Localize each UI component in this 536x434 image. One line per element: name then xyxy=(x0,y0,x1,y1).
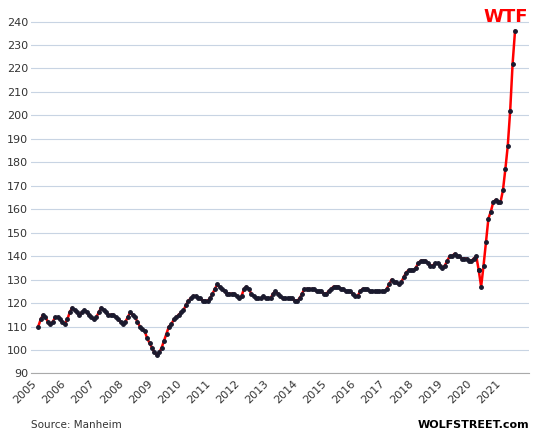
Text: WOLFSTREET.com: WOLFSTREET.com xyxy=(418,420,529,430)
Text: WTF: WTF xyxy=(483,8,527,26)
Text: Source: Manheim: Source: Manheim xyxy=(31,420,122,430)
Text: Manheim Used Vehicle Value Index: Manheim Used Vehicle Value Index xyxy=(31,0,292,1)
